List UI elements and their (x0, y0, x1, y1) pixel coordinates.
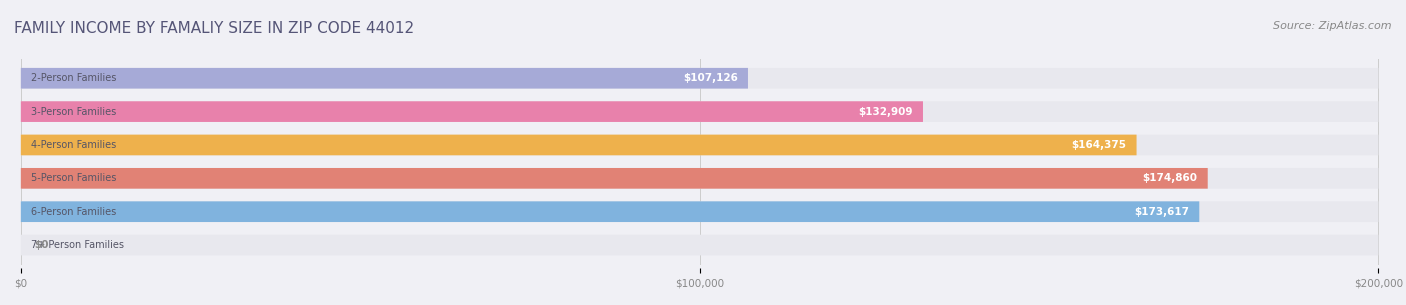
FancyBboxPatch shape (21, 135, 1378, 155)
Text: 5-Person Families: 5-Person Families (31, 173, 117, 183)
Text: 6-Person Families: 6-Person Families (31, 207, 117, 217)
FancyBboxPatch shape (21, 68, 1378, 88)
FancyBboxPatch shape (21, 101, 922, 122)
FancyBboxPatch shape (21, 101, 1378, 122)
FancyBboxPatch shape (21, 68, 748, 88)
Text: $107,126: $107,126 (683, 73, 738, 83)
FancyBboxPatch shape (21, 201, 1378, 222)
FancyBboxPatch shape (21, 168, 1378, 189)
Text: Source: ZipAtlas.com: Source: ZipAtlas.com (1274, 21, 1392, 31)
Text: $174,860: $174,860 (1143, 173, 1198, 183)
Text: FAMILY INCOME BY FAMALIY SIZE IN ZIP CODE 44012: FAMILY INCOME BY FAMALIY SIZE IN ZIP COD… (14, 21, 415, 36)
Text: 7+ Person Families: 7+ Person Families (31, 240, 124, 250)
FancyBboxPatch shape (21, 168, 1208, 189)
FancyBboxPatch shape (21, 235, 1378, 255)
Text: $0: $0 (34, 240, 49, 250)
Text: 3-Person Families: 3-Person Families (31, 107, 117, 117)
Text: 4-Person Families: 4-Person Families (31, 140, 117, 150)
FancyBboxPatch shape (21, 135, 1136, 155)
Text: $164,375: $164,375 (1071, 140, 1126, 150)
Text: 2-Person Families: 2-Person Families (31, 73, 117, 83)
Text: $173,617: $173,617 (1135, 207, 1189, 217)
FancyBboxPatch shape (21, 201, 1199, 222)
Text: $132,909: $132,909 (858, 107, 912, 117)
